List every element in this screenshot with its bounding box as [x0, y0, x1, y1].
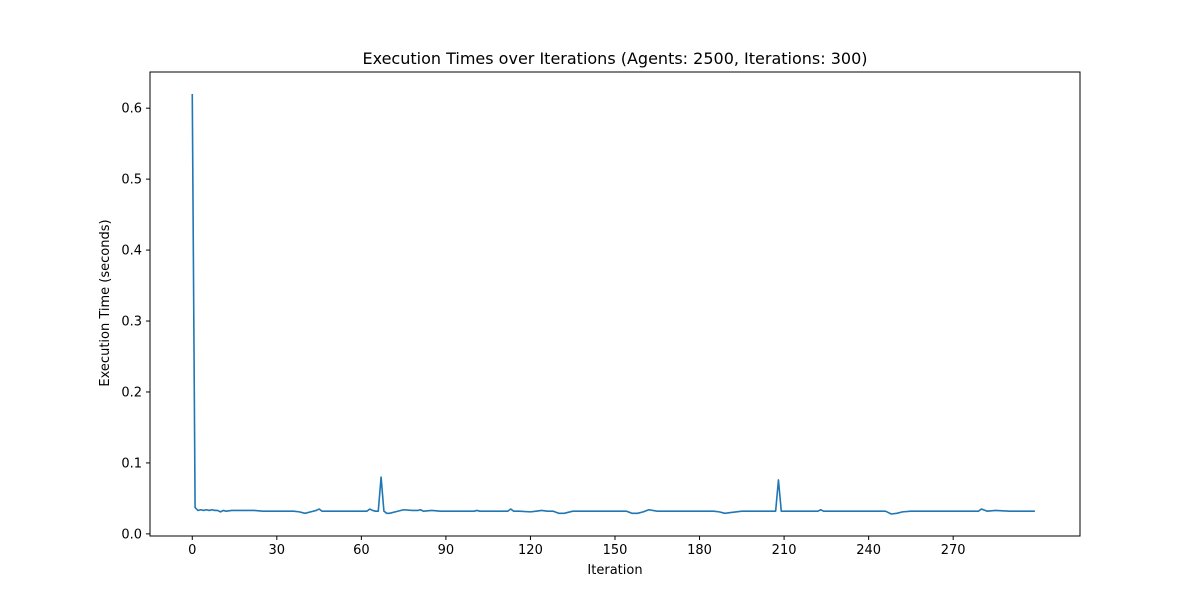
- x-axis: 0 30 60 90 120 150 180 210 240 270: [188, 536, 966, 558]
- series-line-0: [191, 93, 1035, 515]
- x-tick-label: 0: [188, 543, 196, 558]
- plot-area: [191, 93, 1035, 515]
- y-tick-label: 0.5: [121, 173, 142, 188]
- x-axis-label: Iteration: [587, 563, 642, 578]
- y-tick-label: 0.6: [121, 102, 142, 117]
- chart-title: Execution Times over Iterations (Agents:…: [363, 49, 868, 68]
- x-tick-label: 270: [941, 543, 966, 558]
- x-tick-label: 30: [269, 543, 286, 558]
- x-tick-label: 150: [603, 543, 628, 558]
- y-axis: 0.0 0.1 0.2 0.3 0.4 0.5 0.6: [121, 102, 150, 542]
- x-tick-label: 240: [856, 543, 881, 558]
- x-tick-label: 120: [518, 543, 543, 558]
- y-tick-label: 0.4: [121, 244, 142, 259]
- x-tick-label: 210: [772, 543, 797, 558]
- x-tick-label: 60: [353, 543, 370, 558]
- y-tick-label: 0.0: [121, 527, 142, 542]
- x-tick-label: 90: [438, 543, 455, 558]
- y-tick-label: 0.1: [121, 456, 142, 471]
- y-tick-label: 0.2: [121, 385, 142, 400]
- y-tick-label: 0.3: [121, 315, 142, 330]
- x-tick-label: 180: [687, 543, 712, 558]
- y-axis-label: Execution Time (seconds): [98, 219, 113, 386]
